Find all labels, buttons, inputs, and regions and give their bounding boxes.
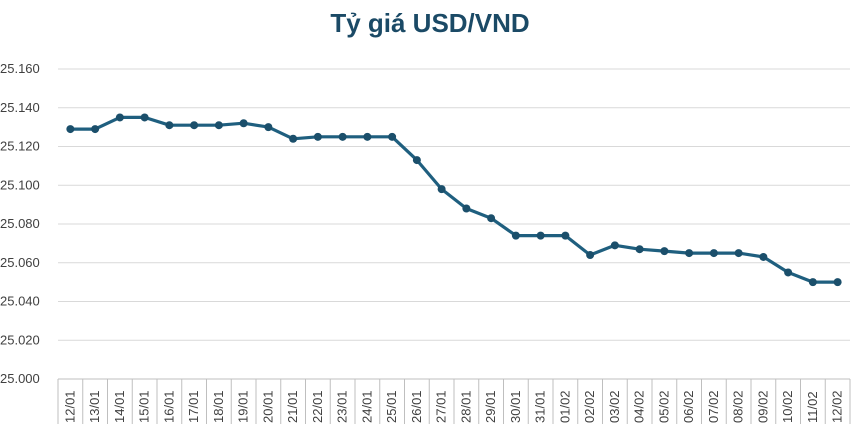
x-tick-label: 20/01 (260, 390, 275, 423)
data-point (66, 125, 75, 134)
series-line (68, 115, 840, 284)
data-point (239, 119, 248, 128)
y-tick-label: 25.060 (0, 255, 40, 270)
data-point (264, 123, 273, 132)
data-point (784, 268, 793, 277)
data-point (140, 113, 149, 122)
data-point (561, 231, 570, 240)
x-tick-label: 24/01 (359, 390, 374, 423)
x-tick-label: 26/01 (409, 390, 424, 423)
data-point (685, 249, 694, 258)
data-point (313, 132, 322, 141)
chart-title: Tỷ giá USD/VND (330, 8, 530, 38)
x-tick-label: 09/02 (755, 390, 770, 423)
x-axis-tick-labels: 12/01 13/01 14/01 15/01 16/01 17/01 18/01 19/01… (57, 379, 851, 424)
x-tick-label: 17/01 (186, 390, 201, 423)
y-tick-label: 25.160 (0, 61, 40, 76)
x-tick-label: 30/01 (508, 390, 523, 423)
y-tick-label: 25.000 (0, 371, 40, 386)
data-point (487, 214, 496, 223)
x-tick-label: 28/01 (458, 390, 473, 423)
data-point (462, 204, 471, 213)
x-tick-label: 29/01 (483, 390, 498, 423)
x-tick-label: 22/01 (310, 390, 325, 423)
x-tick-label: 25/01 (384, 390, 399, 423)
x-tick-label: 04/02 (632, 390, 647, 423)
data-point (289, 134, 298, 143)
y-tick-label: 25.140 (0, 100, 40, 115)
x-tick-label: 27/01 (434, 390, 449, 423)
y-tick-label: 25.020 (0, 332, 40, 347)
data-point (437, 185, 446, 194)
x-tick-label: 03/02 (607, 390, 622, 423)
data-point (586, 251, 595, 259)
x-tick-label: 08/02 (731, 390, 746, 423)
x-tick-label: 23/01 (335, 390, 350, 423)
y-tick-label: 25.080 (0, 216, 40, 231)
data-point (660, 247, 669, 256)
data-point (610, 241, 619, 250)
data-point (734, 249, 743, 258)
x-tick-label: 14/01 (112, 390, 127, 423)
data-point (635, 245, 644, 254)
x-tick-label: 21/01 (285, 390, 300, 423)
y-tick-label: 25.100 (0, 177, 40, 192)
gridlines (58, 68, 850, 380)
x-tick-label: 16/01 (161, 390, 176, 423)
data-point (214, 121, 223, 130)
y-tick-label: 25.040 (0, 294, 40, 309)
y-axis-tick-labels: 25.000 25.020 25.040 25.060 25.080 25.100 25.1… (0, 61, 40, 386)
data-point (115, 113, 124, 122)
x-tick-label: 19/01 (236, 390, 251, 423)
x-tick-label: 18/01 (211, 390, 226, 423)
x-tick-label: 06/02 (681, 390, 696, 423)
series-markers (66, 113, 842, 287)
x-tick-label: 11/02 (805, 391, 820, 423)
data-point (709, 249, 718, 258)
x-tick-label: 12/01 (62, 390, 77, 423)
data-point (536, 231, 545, 240)
data-point (511, 231, 520, 240)
x-tick-label: 05/02 (656, 390, 671, 423)
data-point (190, 121, 199, 130)
x-tick-label: 12/02 (830, 390, 845, 423)
data-point (338, 132, 347, 141)
data-point (759, 252, 768, 261)
x-tick-label: 10/02 (780, 390, 795, 423)
x-tick-label: 01/02 (557, 390, 572, 423)
x-tick-label: 13/01 (87, 390, 102, 423)
data-point (165, 121, 174, 130)
x-tick-label: 02/02 (582, 390, 597, 423)
data-point (808, 278, 817, 287)
x-tick-label: 07/02 (706, 390, 721, 423)
data-point (91, 125, 100, 134)
x-tick-label: 15/01 (137, 390, 152, 423)
data-point (363, 132, 372, 141)
y-tick-label: 25.120 (0, 139, 40, 154)
data-point (833, 278, 842, 287)
data-point (388, 132, 397, 141)
data-point (412, 156, 421, 165)
x-tick-label: 31/01 (533, 390, 548, 423)
